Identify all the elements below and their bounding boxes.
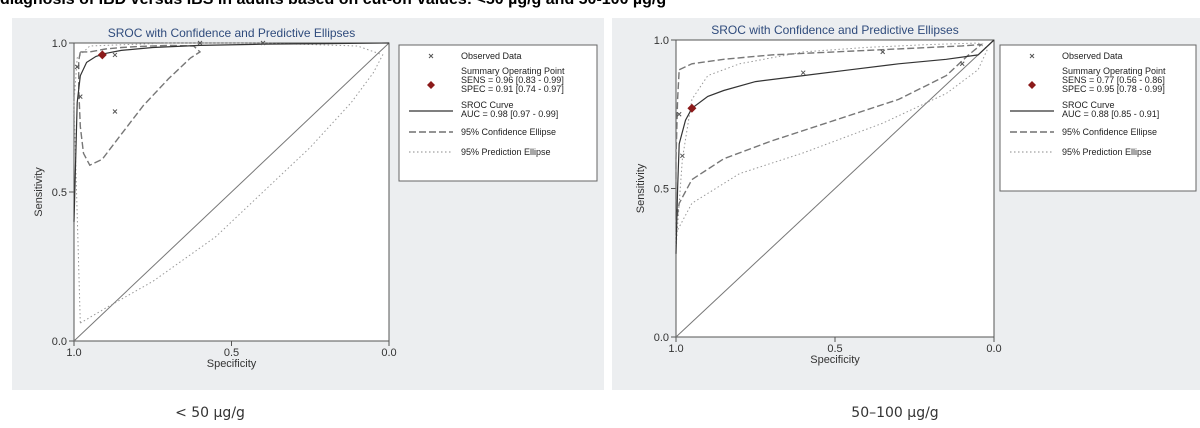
observed-data-point: [112, 52, 118, 58]
legend-summary-symbol: [427, 81, 435, 89]
legend-confidence-label: 95% Confidence Ellipse: [1062, 127, 1157, 137]
chart-title: SROC with Confidence and Predictive Elli…: [108, 26, 355, 40]
legend-auc-label: AUC = 0.88 [0.85 - 0.91]: [1062, 109, 1159, 119]
y-tick-label: 0.5: [654, 184, 669, 196]
caption-lt50: < 50 µg/g: [175, 405, 245, 421]
y-tick-label: 0.5: [52, 187, 67, 199]
sroc-curve: [73, 42, 390, 222]
legend-observed-label: Observed Data: [461, 51, 522, 61]
chance-diagonal: [675, 39, 995, 338]
sroc-chart-panel-lt50: SROC with Confidence and Predictive Elli…: [12, 18, 604, 390]
sroc-chart-panel-50-100: SROC with Confidence and Predictive Elli…: [612, 18, 1200, 390]
x-tick-label: 0.0: [986, 343, 1001, 355]
legend-prediction-label: 95% Prediction Ellipse: [1062, 147, 1152, 157]
legend-box: [398, 44, 598, 182]
x-axis-label: Specificity: [810, 354, 860, 366]
legend-sroc-label: SROC Curve: [461, 100, 514, 110]
page-heading: diagnosis of IBD versus IBS in adults ba…: [0, 0, 1200, 11]
legend-observed-symbol: [1029, 53, 1035, 59]
observed-data-point: [112, 109, 118, 114]
prediction-ellipse: [675, 42, 989, 248]
y-tick-label: 0.0: [52, 336, 67, 348]
legend-summary-symbol: [1028, 81, 1036, 89]
observed-data-point: [77, 94, 83, 99]
observed-data-point: [260, 40, 266, 46]
x-tick-label: 0.5: [224, 347, 239, 359]
x-tick-label: 1.0: [668, 343, 683, 355]
x-tick-label: 1.0: [66, 347, 81, 359]
legend-sroc-label: SROC Curve: [1062, 100, 1115, 110]
y-tick-label: 1.0: [52, 38, 67, 50]
observed-data-point: [959, 61, 965, 67]
y-axis-label: Sensitivity: [635, 163, 647, 213]
observed-data-point: [74, 64, 80, 70]
y-tick-label: 0.0: [654, 332, 669, 344]
legend-summary-label: Summary Operating Point: [461, 66, 565, 76]
observed-data-point: [680, 153, 685, 159]
legend-confidence-label: 95% Confidence Ellipse: [461, 127, 556, 137]
observed-data-point: [800, 70, 806, 76]
chance-diagonal: [73, 42, 390, 342]
legend-observed-label: Observed Data: [1062, 51, 1123, 61]
chart-title: SROC with Confidence and Predictive Elli…: [711, 23, 958, 37]
legend-prediction-label: 95% Prediction Ellipse: [461, 147, 551, 157]
observed-data-point: [197, 40, 203, 46]
legend-auc-label: AUC = 0.98 [0.97 - 0.99]: [461, 109, 558, 119]
legend-sens-label: SENS = 0.77 [0.56 - 0.86]: [1062, 75, 1165, 85]
x-axis-label: Specificity: [207, 358, 257, 370]
caption-50-100: 50–100 µg/g: [851, 405, 939, 421]
sroc-curve: [675, 39, 995, 254]
sroc-chart-svg: SROC with Confidence and Predictive Elli…: [33, 26, 598, 370]
summary-operating-point: [687, 103, 697, 113]
legend-sens-label: SENS = 0.96 [0.83 - 0.99]: [461, 75, 564, 85]
sroc-chart-svg: SROC with Confidence and Predictive Elli…: [635, 23, 1197, 366]
observed-data-point: [676, 111, 682, 117]
legend-observed-symbol: [428, 53, 434, 59]
x-tick-label: 0.5: [827, 343, 842, 355]
legend-spec-label: SPEC = 0.95 [0.78 - 0.99]: [1062, 84, 1165, 94]
observed-data-point: [880, 49, 886, 55]
legend-box: [999, 44, 1197, 192]
y-axis-label: Sensitivity: [33, 167, 45, 217]
summary-operating-point: [97, 50, 107, 60]
y-tick-label: 1.0: [654, 35, 669, 47]
legend-summary-label: Summary Operating Point: [1062, 66, 1166, 76]
x-tick-label: 0.0: [381, 347, 396, 359]
confidence-ellipse: [77, 44, 202, 167]
legend-spec-label: SPEC = 0.91 [0.74 - 0.97]: [461, 84, 564, 94]
